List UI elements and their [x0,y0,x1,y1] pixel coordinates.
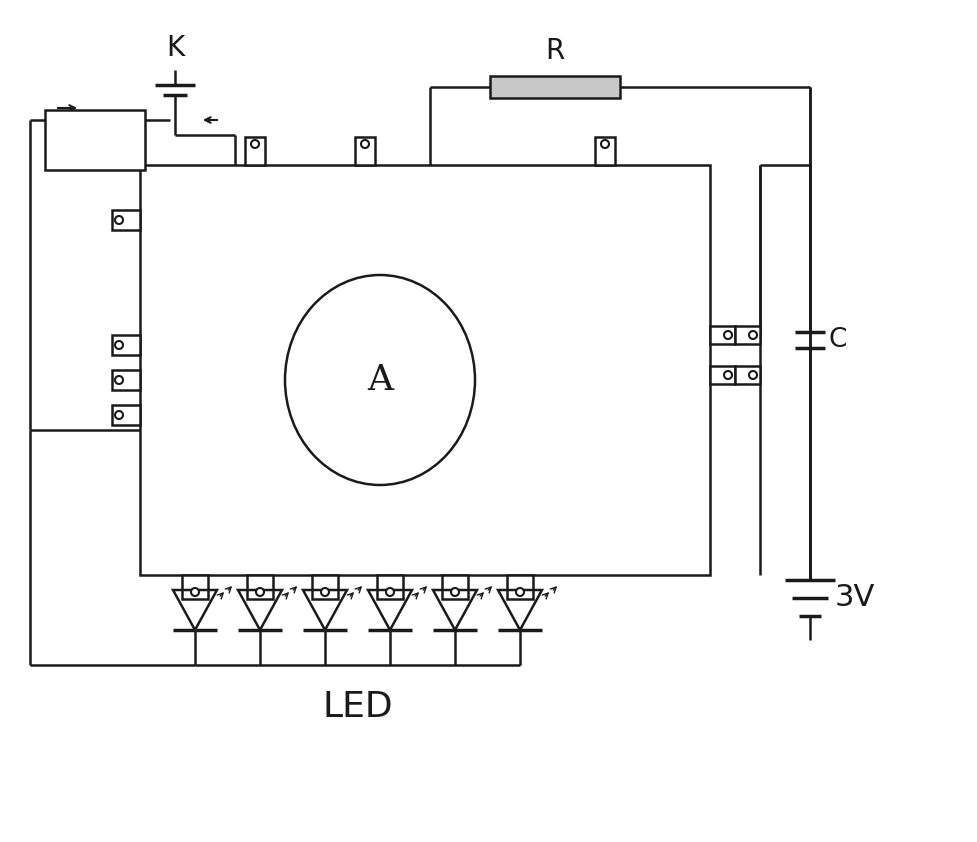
Bar [735,366,760,384]
Bar [442,575,468,599]
Bar [112,370,140,390]
Circle shape [724,331,732,339]
Circle shape [115,341,123,349]
Circle shape [451,588,459,596]
Bar [45,110,145,170]
Text: A: A [367,363,393,397]
Circle shape [749,371,757,379]
Bar [245,137,265,165]
Circle shape [251,140,259,148]
Circle shape [361,140,369,148]
Circle shape [321,588,329,596]
Bar [710,366,735,384]
Bar [355,137,375,165]
Bar [710,326,735,344]
Bar [735,326,760,344]
Circle shape [749,331,757,339]
Bar [140,165,710,575]
Text: LED: LED [322,690,393,724]
Bar [507,575,533,599]
Bar [112,210,140,230]
Bar [182,575,208,599]
Bar [112,405,140,425]
Circle shape [191,588,199,596]
Bar [312,575,338,599]
Bar [490,76,620,98]
Circle shape [601,140,609,148]
Circle shape [386,588,394,596]
Bar [595,137,615,165]
Circle shape [115,411,123,419]
Ellipse shape [285,275,475,485]
Circle shape [256,588,264,596]
Text: R: R [545,37,565,65]
Circle shape [115,216,123,224]
Text: 3V: 3V [835,584,875,612]
Text: C: C [828,327,846,353]
Circle shape [724,371,732,379]
Bar [377,575,403,599]
Text: K: K [166,34,184,62]
Bar [112,335,140,355]
Circle shape [516,588,524,596]
Bar [247,575,273,599]
Circle shape [115,376,123,384]
